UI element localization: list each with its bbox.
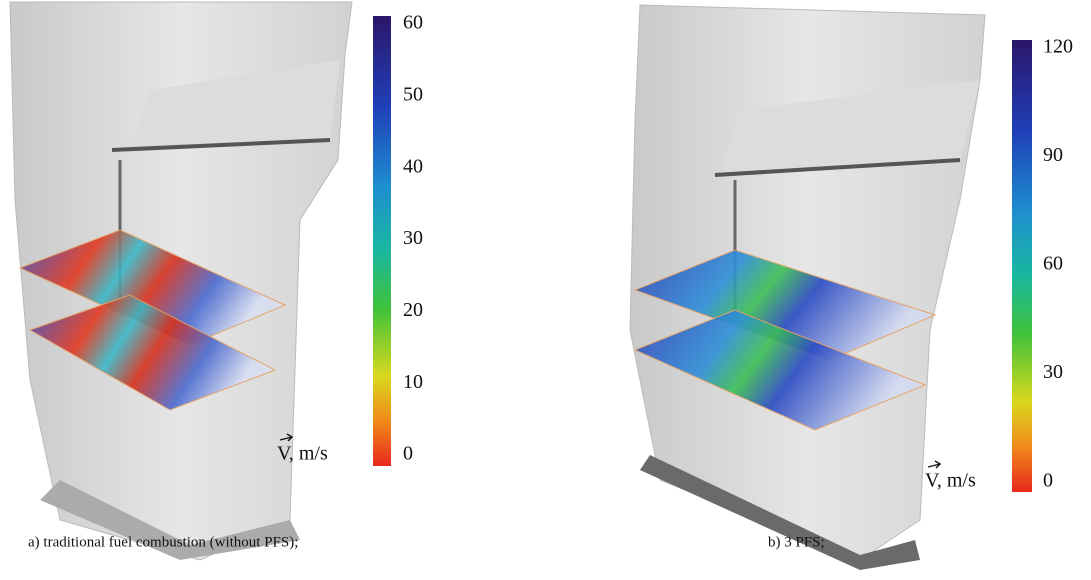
colorbar-tick-label: 30 bbox=[1043, 361, 1063, 383]
vector-arrow bbox=[279, 433, 942, 469]
colorbar-tick-label: 30 bbox=[403, 227, 423, 249]
colorbar bbox=[373, 16, 391, 466]
caption: a) traditional fuel combustion (without … bbox=[28, 534, 298, 550]
colorbar-tick-label: 20 bbox=[403, 299, 423, 321]
furnace-a bbox=[9, 1, 353, 561]
colorbar-tick-label: 40 bbox=[403, 155, 423, 177]
colorbar-tick-label: 60 bbox=[403, 12, 423, 34]
colorbar-tick-label: 0 bbox=[403, 443, 413, 465]
furnace-b bbox=[629, 4, 986, 570]
colorbar-tick-label: 120 bbox=[1043, 36, 1073, 58]
colorbar-tick-label: 10 bbox=[403, 371, 423, 393]
unit-label: V, m/s bbox=[925, 470, 976, 492]
caption: b) 3 PFS; bbox=[768, 534, 825, 550]
colorbar-tick-label: 50 bbox=[403, 83, 423, 105]
colorbar-tick-label: 0 bbox=[1043, 470, 1053, 492]
unit-label: V, m/s bbox=[277, 443, 328, 465]
colorbar-tick-label: 60 bbox=[1043, 253, 1063, 275]
colorbar-tick-label: 90 bbox=[1043, 144, 1063, 166]
colorbar bbox=[1012, 40, 1032, 492]
